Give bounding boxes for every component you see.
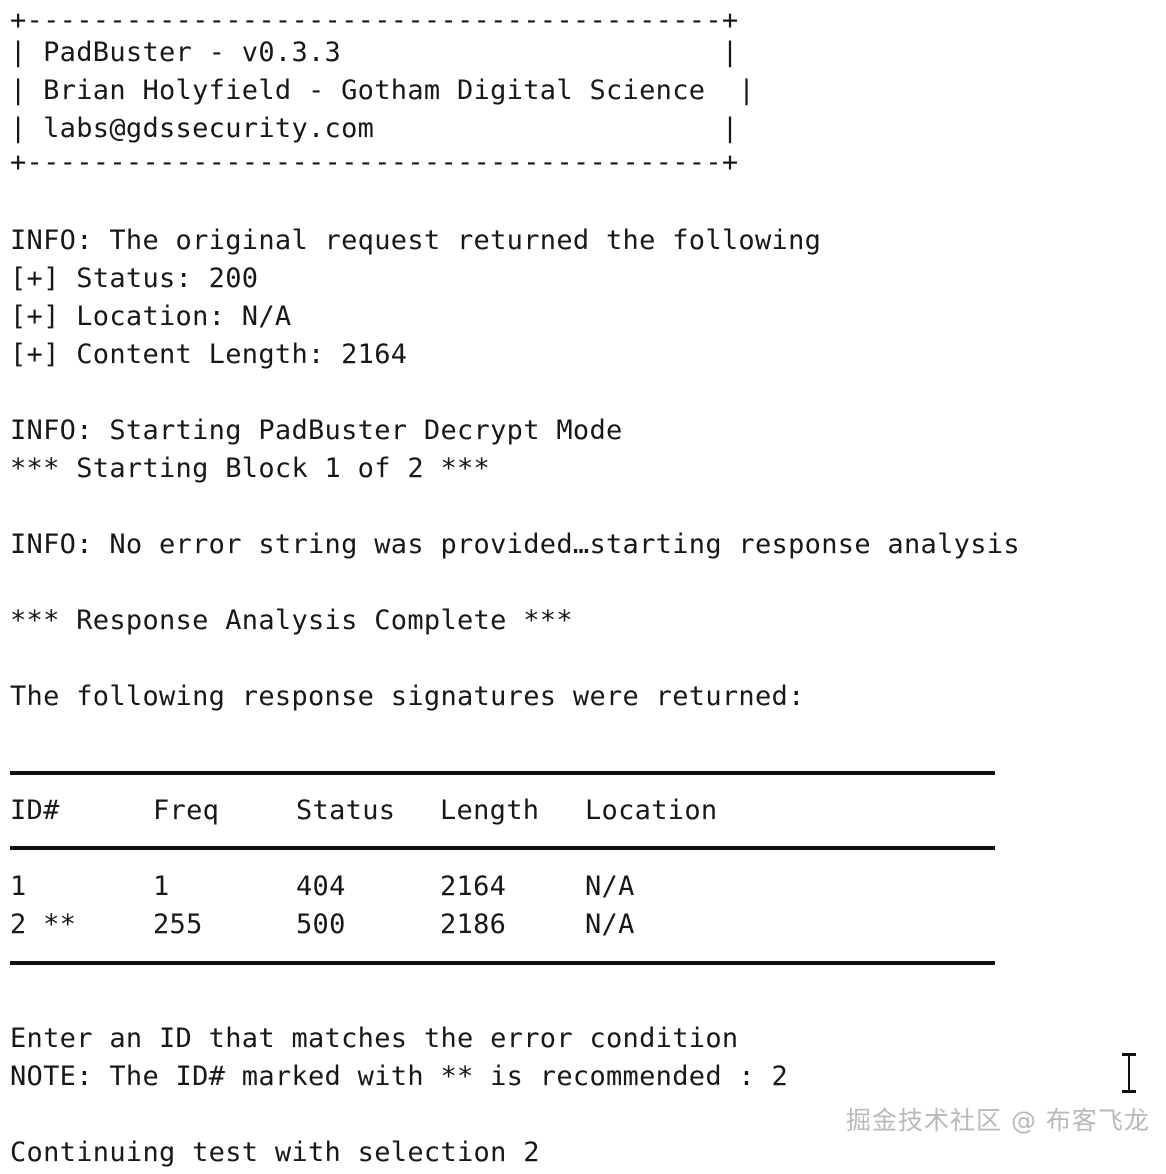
banner-email-row: | labs@gdssecurity.com |	[10, 113, 739, 144]
table-rule-middle	[10, 846, 995, 850]
prompt-continuing: Continuing test with selection 2	[10, 1137, 540, 1168]
ibeam-serif-top	[1122, 1053, 1136, 1056]
original-request-content-length: [+] Content Length: 2164	[10, 339, 408, 370]
banner-author-row: | Brian Holyfield - Gotham Digital Scien…	[10, 75, 755, 106]
decrypt-mode-block: *** Starting Block 1 of 2 ***	[10, 453, 491, 484]
table-row[interactable]: N/A	[585, 871, 635, 902]
table-header-id: ID#	[10, 795, 60, 826]
banner-title-row: | PadBuster - v0.3.3 |	[10, 37, 739, 68]
decrypt-mode-starting: INFO: Starting PadBuster Decrypt Mode	[10, 415, 623, 446]
table-header-location: Location	[585, 795, 718, 826]
original-request-status: [+] Status: 200	[10, 263, 259, 294]
table-row[interactable]: 500	[296, 909, 346, 940]
banner-top-border: +---------------------------------------…	[10, 5, 739, 36]
table-row[interactable]: 2164	[440, 871, 507, 902]
table-row[interactable]: N/A	[585, 909, 635, 940]
watermark-text: 掘金技术社区 @ 布客飞龙	[846, 1106, 1150, 1135]
prompt-note-recommended[interactable]: NOTE: The ID# marked with ** is recommen…	[10, 1061, 789, 1092]
signatures-intro: The following response signatures were r…	[10, 681, 805, 712]
original-request-heading: INFO: The original request returned the …	[10, 225, 822, 256]
table-row[interactable]: 255	[153, 909, 203, 940]
ibeam-stem	[1128, 1055, 1130, 1091]
ibeam-cursor-icon	[1121, 1052, 1137, 1094]
table-row[interactable]: 2186	[440, 909, 507, 940]
prompt-enter-id: Enter an ID that matches the error condi…	[10, 1023, 739, 1054]
table-row[interactable]: 1	[153, 871, 170, 902]
table-row[interactable]: 1	[10, 871, 27, 902]
table-row[interactable]: 404	[296, 871, 346, 902]
table-header-status: Status	[296, 795, 396, 826]
response-analysis-complete: *** Response Analysis Complete ***	[10, 605, 573, 636]
original-request-location: [+] Location: N/A	[10, 301, 292, 332]
table-rule-top	[10, 771, 995, 775]
table-header-freq: Freq	[153, 795, 220, 826]
decrypt-mode-no-error-string: INFO: No error string was provided…start…	[10, 529, 1020, 560]
ibeam-serif-bottom	[1122, 1090, 1136, 1093]
table-row[interactable]: 2 **	[10, 909, 77, 940]
table-rule-bottom	[10, 961, 995, 965]
table-header-length: Length	[440, 795, 540, 826]
banner-bottom-border: +---------------------------------------…	[10, 147, 739, 178]
